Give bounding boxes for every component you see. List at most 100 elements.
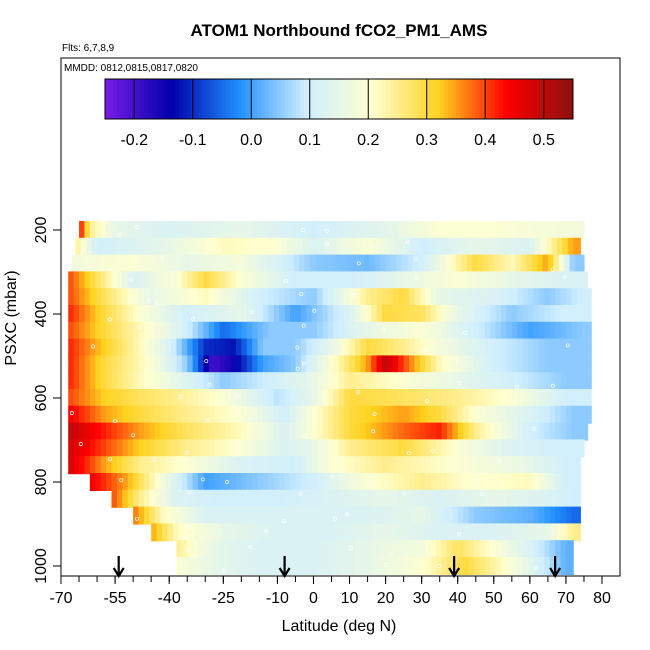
- heatmap-cell: [436, 355, 443, 374]
- heatmap-cell: [133, 405, 140, 424]
- heatmap-cell: [412, 254, 419, 273]
- heatmap-cell: [560, 338, 567, 357]
- heatmap-cell: [290, 355, 297, 374]
- heatmap-cell: [322, 439, 329, 458]
- sample-point: [191, 316, 195, 321]
- heatmap-cell: [77, 254, 84, 273]
- heatmap-cell: [279, 557, 286, 575]
- heatmap-cell: [479, 338, 486, 357]
- heatmap-cell: [268, 506, 275, 525]
- heatmap-cell: [538, 338, 545, 357]
- heatmap-cell: [257, 372, 264, 391]
- heatmap-cell: [106, 422, 113, 441]
- heatmap-cell: [419, 221, 426, 239]
- heatmap-cell: [528, 489, 535, 508]
- heatmap-cell: [203, 305, 210, 323]
- heatmap-cell: [284, 389, 291, 407]
- heatmap-cell: [484, 439, 491, 458]
- heatmap-cell: [279, 473, 286, 491]
- heatmap-cell: [398, 288, 405, 307]
- heatmap-cell: [387, 338, 394, 357]
- heatmap-cell: [133, 506, 140, 525]
- colorbar-swatch: [452, 79, 457, 119]
- heatmap-cell: [360, 221, 367, 239]
- heatmap-cell: [235, 422, 242, 441]
- heatmap-cell: [306, 271, 313, 290]
- heatmap-cell: [513, 523, 520, 542]
- heatmap-cell: [252, 321, 259, 340]
- heatmap-cell: [230, 540, 237, 559]
- heatmap-cell: [403, 355, 410, 374]
- heatmap-cell: [187, 473, 194, 491]
- heatmap-cell: [457, 321, 464, 340]
- heatmap-cell: [425, 338, 432, 357]
- heatmap-cell: [102, 237, 109, 256]
- heatmap-cell: [578, 237, 581, 256]
- heatmap-cell: [533, 288, 540, 307]
- heatmap-cell: [551, 237, 558, 256]
- heatmap-cell: [225, 557, 232, 575]
- heatmap-cell: [89, 221, 96, 239]
- heatmap-cell: [311, 271, 318, 290]
- heatmap-cell: [430, 506, 437, 525]
- y-tick-label: 1000: [33, 548, 50, 584]
- heatmap-cell: [122, 221, 129, 239]
- heatmap-cell: [201, 254, 208, 273]
- heatmap-cell: [79, 288, 86, 307]
- heatmap-cell: [571, 355, 578, 374]
- heatmap-cell: [183, 237, 190, 256]
- heatmap-cell: [338, 221, 345, 239]
- heatmap-cell: [546, 237, 553, 256]
- heatmap-cell: [208, 405, 215, 424]
- sample-point: [137, 325, 142, 330]
- heatmap-cell: [365, 405, 372, 424]
- colorbar-swatch: [233, 79, 239, 119]
- heatmap-cell: [419, 506, 426, 525]
- heatmap-cell: [241, 305, 248, 323]
- heatmap-cell: [580, 254, 585, 273]
- heatmap-cell: [295, 288, 302, 307]
- heatmap-cell: [322, 389, 329, 407]
- heatmap-cell: [344, 422, 351, 441]
- heatmap-cell: [524, 523, 531, 542]
- colorbar-swatch: [296, 79, 301, 119]
- heatmap-cell: [129, 237, 136, 256]
- heatmap-cell: [317, 355, 324, 374]
- heatmap-cell: [100, 473, 107, 491]
- heatmap-cell: [286, 237, 293, 256]
- heatmap-cell: [109, 254, 116, 273]
- heatmap-cell: [571, 422, 578, 441]
- heatmap-cell: [502, 237, 509, 256]
- heatmap-cell: [398, 456, 405, 475]
- sample-point: [405, 239, 410, 244]
- heatmap-cell: [549, 389, 556, 407]
- heatmap-cell: [116, 221, 123, 239]
- heatmap-cell: [354, 439, 361, 458]
- heatmap-cell: [275, 523, 282, 542]
- heatmap-cell: [537, 254, 544, 273]
- heatmap-cell: [381, 422, 388, 441]
- heatmap-cell: [511, 338, 518, 357]
- heatmap-cell: [510, 254, 517, 273]
- heatmap-cell: [565, 221, 572, 239]
- heatmap-cell: [89, 405, 96, 424]
- heatmap-cell: [327, 221, 334, 239]
- heatmap-cell: [517, 540, 524, 559]
- heatmap-cell: [165, 473, 172, 491]
- heatmap-cell: [463, 389, 470, 407]
- colorbar-swatch: [471, 79, 476, 119]
- heatmap-cell: [257, 489, 264, 508]
- heatmap-cell: [165, 506, 172, 525]
- heatmap-cell: [511, 389, 518, 407]
- heatmap-cell: [171, 372, 178, 391]
- heatmap-cell: [198, 557, 205, 575]
- heatmap-cell: [214, 405, 221, 424]
- heatmap-cell: [416, 523, 423, 542]
- sample-point: [107, 317, 112, 322]
- heatmap-cell: [246, 405, 253, 424]
- heatmap-cell: [459, 523, 466, 542]
- heatmap-cell: [544, 338, 551, 357]
- heatmap-cell: [381, 389, 388, 407]
- heatmap-cell: [181, 489, 188, 508]
- heatmap-cell: [235, 540, 242, 559]
